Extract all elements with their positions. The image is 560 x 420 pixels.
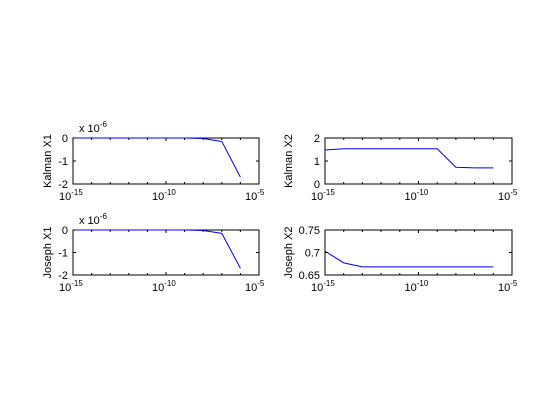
y-tick-label: 0.65 [299,270,320,282]
data-point [239,176,242,179]
data-point [380,147,383,150]
data-point [492,265,495,268]
data-point [417,147,420,150]
x-tick-label-exponent: -5 [510,188,518,197]
data-point [220,232,223,235]
axes-box [73,138,259,184]
x-tick-label-base: 10 [498,191,510,203]
data-point [454,166,457,169]
x-tick-label-base: 10 [311,191,323,203]
y-tick-label: 0 [62,225,68,237]
data-point [239,267,242,270]
data-point [454,265,457,268]
y-axis-multiplier-exponent: -6 [100,212,108,221]
y-tick-label: -1 [58,156,68,168]
data-point [398,265,401,268]
data-point [380,265,383,268]
y-tick-label: 0.75 [299,225,320,237]
axes-box [325,138,512,184]
data-point [220,140,223,143]
y-tick-label: 1 [314,156,320,168]
x-tick-label-base: 10 [59,282,71,294]
y-tick-label: -1 [58,248,68,260]
data-point [361,147,364,150]
x-tick-label-base: 10 [498,282,510,294]
data-point [473,265,476,268]
x-tick-label-exponent: -15 [71,188,83,197]
axes-box [73,230,259,275]
x-tick-label-exponent: -10 [164,188,176,197]
data-point [436,147,439,150]
y-tick-label: -2 [58,270,68,282]
x-tick-label-base: 10 [245,282,257,294]
data-point [436,265,439,268]
x-tick-label-exponent: -10 [164,279,176,288]
x-tick-label-base: 10 [152,282,164,294]
x-tick-label-exponent: -15 [71,279,83,288]
x-tick-label-base: 10 [405,191,417,203]
y-axis-multiplier-exponent: -6 [100,120,108,129]
x-tick-label-base: 10 [59,191,71,203]
data-point [361,265,364,268]
y-tick-label: -2 [58,179,68,191]
y-axis-label: Kalman X2 [283,134,295,188]
data-point [473,166,476,169]
x-tick-label-exponent: -10 [417,279,429,288]
data-point [342,261,345,264]
x-tick-label-base: 10 [405,282,417,294]
y-axis-multiplier-base: x 10 [79,215,100,227]
x-tick-label-exponent: -5 [257,279,265,288]
data-point [324,148,327,151]
y-axis-multiplier-base: x 10 [79,123,100,135]
x-tick-label-exponent: -10 [417,188,429,197]
y-tick-label: 2 [314,133,320,145]
y-axis-label: Joseph X1 [42,227,54,279]
y-tick-label: 0 [62,133,68,145]
data-point [342,147,345,150]
x-tick-label-base: 10 [311,282,323,294]
x-tick-label-exponent: -15 [323,188,335,197]
x-tick-label-exponent: -5 [257,188,265,197]
data-point [398,147,401,150]
y-tick-label: 0 [314,179,320,191]
y-axis-label: Joseph X2 [283,227,295,279]
x-tick-label-exponent: -5 [510,279,518,288]
y-axis-label: Kalman X1 [42,134,54,188]
data-point [492,166,495,169]
x-tick-label-exponent: -15 [323,279,335,288]
y-tick-label: 0.7 [305,248,320,260]
x-tick-label-base: 10 [245,191,257,203]
data-point [417,265,420,268]
x-tick-label-base: 10 [152,191,164,203]
